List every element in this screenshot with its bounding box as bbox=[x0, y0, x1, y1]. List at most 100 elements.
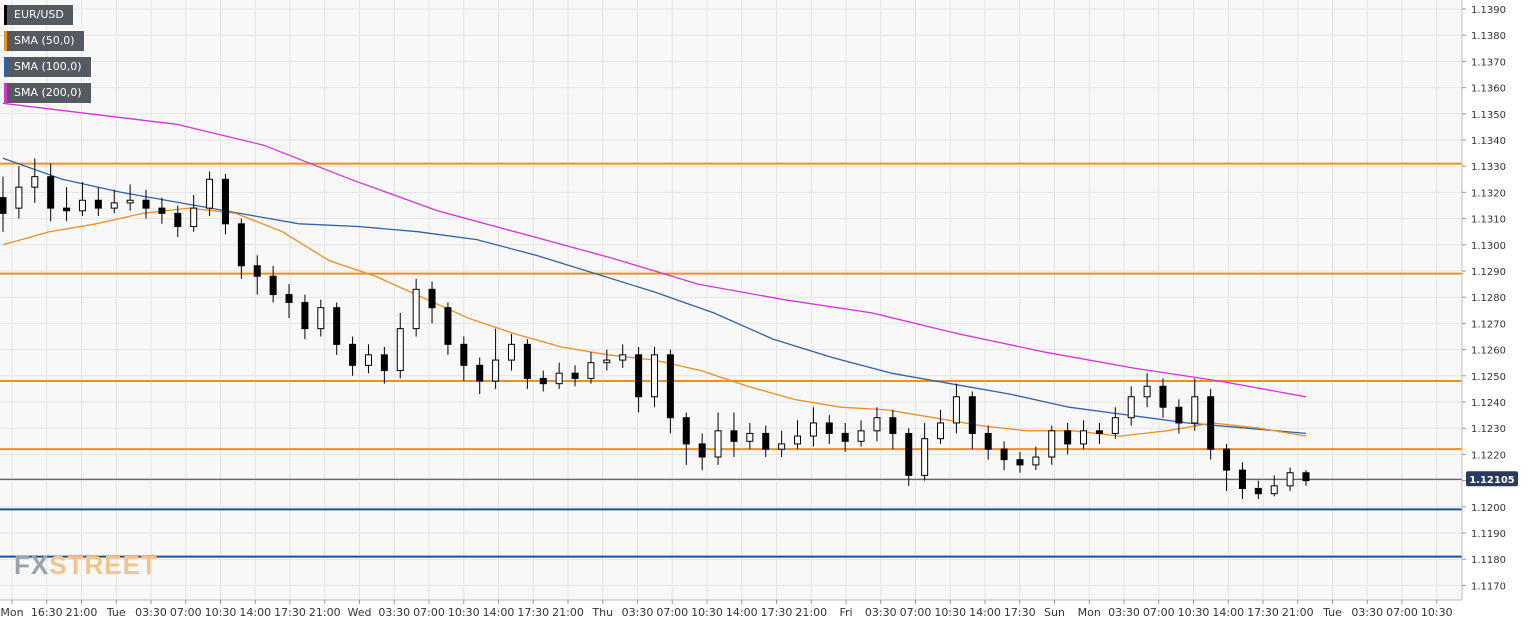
x-tick-label: 21:00 bbox=[552, 606, 584, 619]
x-tick-label: Thu bbox=[591, 606, 613, 619]
candle-body bbox=[349, 343, 357, 366]
legend-item-sma200[interactable]: SMA (200,0) bbox=[4, 83, 91, 103]
y-tick-label: 1.1350 bbox=[1471, 110, 1506, 121]
candle-body bbox=[952, 396, 960, 424]
candle-body bbox=[571, 372, 579, 379]
time-axis: Mon 16:30 21:00 Tue 03:30 07:00 10:30 14:00 17:3… bbox=[0, 600, 1453, 619]
candle-body bbox=[730, 430, 738, 442]
legend-item-eurusd[interactable]: EUR/USD bbox=[4, 5, 73, 25]
candle-body bbox=[921, 438, 929, 476]
y-tick-label: 1.1310 bbox=[1471, 215, 1506, 226]
candle-body bbox=[1048, 430, 1056, 458]
candle-body bbox=[682, 417, 690, 445]
candle-body bbox=[1111, 417, 1119, 434]
candle-body bbox=[603, 359, 611, 364]
y-tick-label: 1.1230 bbox=[1471, 424, 1506, 435]
candle-body bbox=[1159, 385, 1167, 408]
x-tick-label: 14:00 bbox=[239, 606, 271, 619]
x-tick-label: 03:30 bbox=[1351, 606, 1383, 619]
last-price-badge bbox=[1466, 471, 1518, 487]
x-tick-label: 07:00 bbox=[1386, 606, 1418, 619]
candle-body bbox=[873, 417, 881, 432]
candle-body bbox=[968, 396, 976, 434]
candle-body bbox=[857, 430, 865, 442]
candle-body bbox=[94, 199, 102, 209]
candle-body bbox=[1238, 469, 1246, 489]
fxstreet-logo: FXSTREET bbox=[14, 550, 158, 580]
candle-body bbox=[698, 443, 706, 458]
candle-body bbox=[221, 178, 229, 225]
x-tick-label: 14:00 bbox=[726, 606, 758, 619]
candle-body bbox=[539, 377, 547, 385]
last-price-marker: 1.12105 bbox=[1466, 471, 1518, 487]
y-tick-label: 1.1380 bbox=[1471, 31, 1506, 42]
candle-body bbox=[635, 354, 643, 398]
candle-body bbox=[317, 307, 325, 330]
legend-label: SMA (100,0) bbox=[14, 60, 82, 73]
y-tick-label: 1.1320 bbox=[1471, 188, 1506, 199]
candle-body bbox=[619, 354, 627, 361]
candle-body bbox=[555, 372, 563, 385]
y-tick-label: 1.1290 bbox=[1471, 267, 1506, 278]
x-tick-label: Tue bbox=[1322, 606, 1342, 619]
y-tick-label: 1.1240 bbox=[1471, 398, 1506, 409]
y-tick-label: 1.1360 bbox=[1471, 84, 1506, 95]
y-tick-label: 1.1200 bbox=[1471, 503, 1506, 514]
x-tick-label: Fri bbox=[839, 606, 852, 619]
y-tick-label: 1.1390 bbox=[1471, 5, 1506, 16]
candle-body bbox=[825, 422, 833, 434]
candle-body bbox=[142, 199, 150, 209]
x-tick-label: 17:30 bbox=[761, 606, 793, 619]
legend-item-sma100[interactable]: SMA (100,0) bbox=[4, 57, 91, 77]
candle-body bbox=[126, 199, 134, 204]
candle-body bbox=[285, 294, 293, 303]
candle-body bbox=[158, 207, 166, 214]
candle-body bbox=[492, 359, 500, 382]
candle-body bbox=[237, 223, 245, 267]
candle-body bbox=[587, 362, 595, 379]
price-axis: 1.1390 1.1380 1.1370 1.1360 1.1350 1.1340 1.13… bbox=[1462, 5, 1506, 592]
candle-body bbox=[476, 364, 484, 382]
candle-body bbox=[31, 176, 39, 188]
candle-body bbox=[253, 265, 261, 277]
y-tick-label: 1.1180 bbox=[1471, 555, 1506, 566]
series-color-swatch bbox=[4, 5, 7, 25]
series-color-swatch bbox=[4, 83, 7, 103]
x-tick-label: 10:30 bbox=[691, 606, 723, 619]
candle-body bbox=[1286, 472, 1294, 487]
candle-body bbox=[1175, 406, 1183, 424]
candle-body bbox=[809, 422, 817, 437]
candle-body bbox=[412, 288, 420, 330]
candle-body bbox=[794, 435, 802, 445]
y-tick-label: 1.1220 bbox=[1471, 450, 1506, 461]
candle-body bbox=[15, 186, 23, 209]
x-tick-label: 17:30 bbox=[1004, 606, 1036, 619]
x-tick-label: Tue bbox=[106, 606, 126, 619]
candle-body bbox=[333, 307, 341, 345]
candle-body bbox=[1143, 385, 1151, 398]
y-tick-label: 1.1300 bbox=[1471, 241, 1506, 252]
x-tick-label: 07:00 bbox=[1143, 606, 1175, 619]
y-tick-label: 1.1340 bbox=[1471, 136, 1506, 147]
x-tick-label: Wed bbox=[348, 606, 372, 619]
legend-label: EUR/USD bbox=[14, 8, 64, 21]
candle-body bbox=[364, 354, 372, 366]
chart-legend: EUR/USD SMA (50,0) SMA (100,0) SMA (200,… bbox=[4, 5, 91, 109]
x-tick-label: Sun bbox=[1044, 606, 1065, 619]
x-tick-label: 03:30 bbox=[622, 606, 654, 619]
x-tick-label: Mon bbox=[0, 606, 23, 619]
x-tick-label: 16:30 bbox=[31, 606, 63, 619]
legend-item-sma50[interactable]: SMA (50,0) bbox=[4, 31, 84, 51]
y-tick-label: 1.1250 bbox=[1471, 372, 1506, 383]
x-tick-label: 10:30 bbox=[205, 606, 237, 619]
candle-body bbox=[269, 275, 277, 296]
candle-body bbox=[110, 202, 118, 209]
candle-body bbox=[651, 354, 658, 398]
candle-body bbox=[841, 432, 849, 442]
x-tick-label: 17:30 bbox=[1247, 606, 1279, 619]
series-color-swatch bbox=[4, 57, 7, 77]
y-tick-label: 1.1280 bbox=[1471, 293, 1506, 304]
last-price-value: 1.12105 bbox=[1469, 475, 1515, 486]
x-tick-label: 21:00 bbox=[66, 606, 98, 619]
